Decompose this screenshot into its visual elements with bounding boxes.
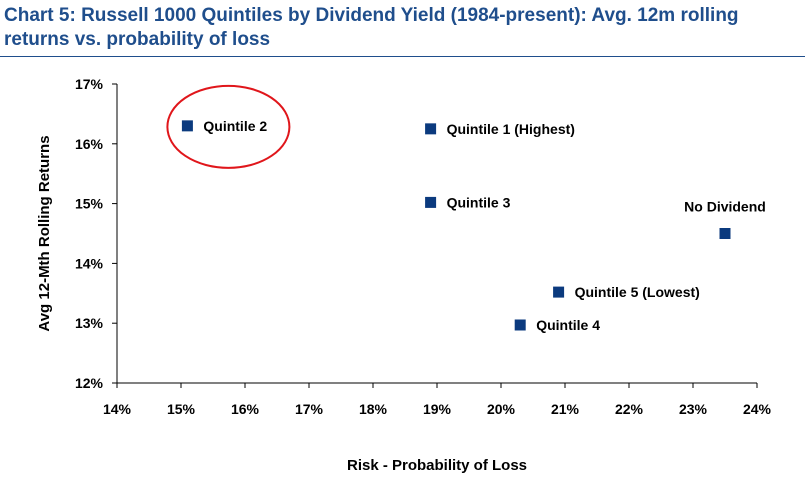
y-axis-label: Avg 12-Mth Rolling Returns [36,135,53,331]
data-point-marker [553,286,565,298]
y-tick-label: 14% [75,255,104,271]
data-point-marker [719,228,731,239]
data-point-label: No Dividend [684,199,766,215]
title-divider [0,56,805,57]
x-tick-label: 23% [679,401,708,417]
x-tick-label: 22% [615,401,644,417]
data-point-label: Quintile 4 [536,317,600,333]
x-axis-ticks: 14% 15% 16% 17% 18% 19% 20% 21% 22% 23% 24% [103,383,772,417]
y-tick-label: 15% [75,196,104,212]
data-point-label: Quintile 5 (Lowest) [575,284,700,300]
x-tick-label: 19% [423,401,452,417]
data-point-label: Quintile 2 [203,118,267,134]
x-axis-label: Risk - Probability of Loss [347,457,527,474]
y-tick-label: 13% [75,315,104,331]
x-tick-label: 21% [551,401,580,417]
x-tick-label: 24% [743,401,772,417]
x-tick-label: 14% [103,401,132,417]
y-tick-label: 12% [75,375,104,391]
x-tick-label: 17% [295,401,324,417]
data-point-marker [181,120,193,132]
x-tick-label: 16% [231,401,260,417]
data-point-marker [425,123,437,135]
x-tick-label: 15% [167,401,196,417]
data-points: Quintile 2 Quintile 1 (Highest) Quintile 3… [166,84,766,333]
data-point-marker [425,196,437,208]
data-point-label: Quintile 3 [447,194,511,210]
highlight-circle [166,84,291,169]
chart-title: Chart 5: Russell 1000 Quintiles by Divid… [4,5,739,50]
data-point-marker [514,319,526,331]
y-axis-ticks: 12% 13% 14% 15% 16% 17% [75,76,117,391]
data-point-label: Quintile 1 (Highest) [447,121,575,137]
y-tick-label: 16% [75,136,104,152]
x-tick-label: 18% [359,401,388,417]
x-tick-label: 20% [487,401,516,417]
y-tick-label: 17% [75,76,104,92]
